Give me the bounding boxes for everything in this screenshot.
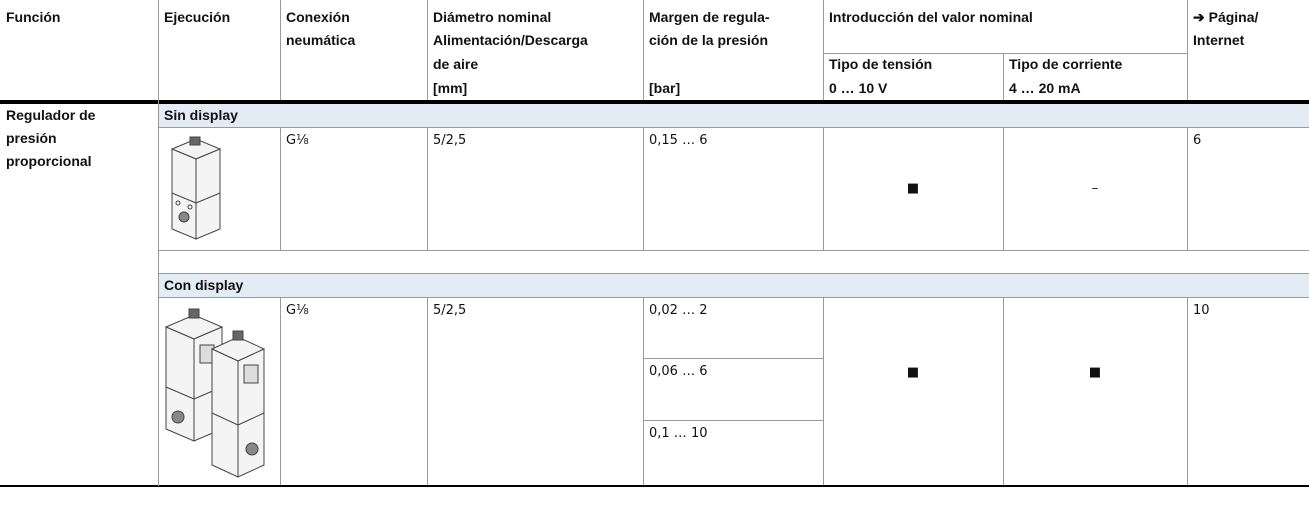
rule — [280, 297, 281, 485]
rule — [427, 127, 428, 250]
header-cell: de aire — [433, 56, 479, 72]
header-cell: ción de la presión — [649, 32, 769, 48]
header-cell: Diámetro nominal — [433, 9, 552, 25]
cell: 5/2,5 — [433, 303, 467, 318]
function-label: presión — [6, 130, 57, 146]
function-label: Regulador de — [6, 107, 96, 123]
rule — [158, 127, 1309, 128]
cell: ■ — [906, 181, 920, 196]
cell: 5/2,5 — [433, 133, 467, 148]
rule — [643, 0, 644, 100]
cell: ■ — [906, 365, 920, 380]
rule — [643, 420, 823, 421]
rule — [643, 127, 644, 250]
rule — [158, 0, 159, 486]
header-cell: Margen de regula- — [649, 9, 770, 25]
rule — [1187, 297, 1188, 485]
cell: G⅛ — [286, 133, 309, 148]
rule — [280, 0, 281, 100]
function-label: proporcional — [6, 153, 92, 169]
rule — [0, 485, 1309, 487]
rule — [1003, 297, 1004, 485]
header-cell: neumática — [286, 32, 356, 48]
rule — [280, 127, 281, 250]
cell: 0,15 … 6 — [649, 133, 708, 148]
header-cell: Alimentación/Descarga — [433, 32, 588, 48]
header-cell: Tipo de tensión — [829, 56, 933, 72]
rule — [1003, 127, 1004, 250]
header-cell: 4 … 20 mA — [1009, 80, 1081, 96]
section-title: Con display — [164, 277, 244, 293]
product-image — [170, 136, 222, 240]
rule — [158, 297, 1309, 298]
cell: 0,1 … 10 — [649, 426, 708, 441]
rule — [158, 250, 1309, 251]
cell: 10 — [1193, 303, 1210, 318]
cell: ■ — [1088, 365, 1102, 380]
header-cell: Tipo de corriente — [1009, 56, 1123, 72]
header-cell: Internet — [1193, 32, 1245, 48]
cell: 0,02 … 2 — [649, 303, 708, 318]
rule — [1187, 0, 1188, 100]
rule — [427, 297, 428, 485]
cell: 0,06 … 6 — [649, 364, 708, 379]
header-cell: Conexión — [286, 9, 350, 25]
header-cell: Ejecución — [164, 9, 231, 25]
header-cell: [mm] — [433, 80, 468, 96]
header-cell: ➔ Página/ — [1193, 9, 1259, 25]
cell: G⅛ — [286, 303, 309, 318]
rule — [427, 0, 428, 100]
header-cell: [bar] — [649, 80, 681, 96]
cell: – — [1091, 181, 1099, 196]
header-cell: Introducción del valor nominal — [829, 9, 1033, 25]
rule — [643, 358, 823, 359]
rule — [158, 273, 1309, 274]
section-title: Sin display — [164, 107, 238, 123]
rule — [643, 297, 644, 485]
rule — [823, 127, 824, 250]
rule — [823, 297, 824, 485]
rule — [0, 100, 1309, 104]
rule — [1187, 127, 1188, 250]
header-cell: Función — [6, 9, 61, 25]
product-image — [164, 308, 266, 478]
rule — [823, 53, 1187, 54]
cell: 6 — [1193, 133, 1202, 148]
header-cell: 0 … 10 V — [829, 80, 888, 96]
section-band — [158, 103, 1309, 127]
section-band — [158, 273, 1309, 297]
rule — [1003, 53, 1004, 100]
rule — [823, 0, 824, 100]
